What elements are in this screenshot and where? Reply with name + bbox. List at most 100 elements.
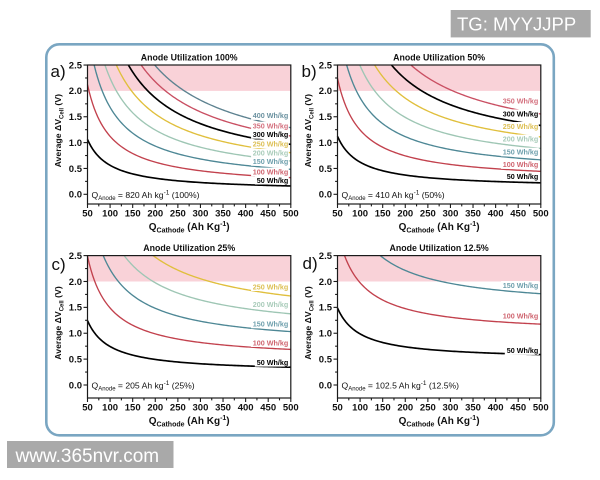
- svg-text:350: 350: [215, 208, 231, 219]
- svg-text:400: 400: [488, 402, 504, 413]
- svg-text:0.5: 0.5: [319, 354, 333, 365]
- svg-text:50: 50: [332, 208, 343, 219]
- svg-text:200 Wh/kg: 200 Wh/kg: [253, 149, 289, 158]
- svg-text:1.5: 1.5: [69, 303, 83, 314]
- svg-text:1.5: 1.5: [319, 112, 333, 123]
- svg-text:200 Wh/kg: 200 Wh/kg: [503, 135, 539, 144]
- svg-text:100 Wh/kg: 100 Wh/kg: [503, 160, 539, 169]
- svg-text:200: 200: [397, 208, 413, 219]
- svg-text:200: 200: [147, 402, 163, 413]
- svg-text:400: 400: [238, 402, 254, 413]
- svg-text:150 Wh/kg: 150 Wh/kg: [253, 157, 289, 166]
- svg-text:QAnode = 205 Ah kg-1 (25%): QAnode = 205 Ah kg-1 (25%): [92, 380, 195, 393]
- svg-text:200 Wh/kg: 200 Wh/kg: [253, 300, 289, 309]
- svg-text:350 Wh/kg: 350 Wh/kg: [503, 96, 539, 105]
- svg-text:100 Wh/kg: 100 Wh/kg: [253, 168, 289, 177]
- svg-text:100 Wh/kg: 100 Wh/kg: [503, 312, 539, 321]
- svg-text:450: 450: [260, 208, 276, 219]
- svg-text:0.5: 0.5: [319, 164, 333, 175]
- svg-text:350: 350: [465, 402, 481, 413]
- svg-text:1.5: 1.5: [69, 112, 83, 123]
- svg-text:1.0: 1.0: [319, 138, 332, 149]
- svg-text:50 Wh/kg: 50 Wh/kg: [257, 358, 289, 367]
- svg-text:50: 50: [332, 402, 343, 413]
- svg-text:2.0: 2.0: [69, 86, 82, 97]
- svg-text:100: 100: [352, 402, 368, 413]
- svg-text:2.5: 2.5: [69, 60, 83, 71]
- svg-text:300 Wh/kg: 300 Wh/kg: [253, 130, 289, 139]
- svg-text:150: 150: [125, 208, 141, 219]
- svg-text:250: 250: [420, 208, 436, 219]
- svg-text:250 Wh/kg: 250 Wh/kg: [253, 139, 289, 148]
- svg-text:1.0: 1.0: [69, 138, 82, 149]
- svg-text:Anode Utilization 100%: Anode Utilization 100%: [141, 53, 238, 63]
- svg-text:450: 450: [510, 208, 526, 219]
- svg-text:2.5: 2.5: [69, 251, 83, 262]
- svg-text:500: 500: [283, 208, 299, 219]
- svg-text:50 Wh/kg: 50 Wh/kg: [257, 176, 289, 185]
- svg-text:100: 100: [102, 208, 118, 219]
- svg-text:2.5: 2.5: [319, 251, 333, 262]
- svg-text:QAnode = 410 Ah kg-1 (50%): QAnode = 410 Ah kg-1 (50%): [342, 189, 445, 202]
- svg-text:TG: MYYJJPP: TG: MYYJJPP: [457, 14, 576, 35]
- svg-text:50: 50: [82, 402, 93, 413]
- svg-text:50 Wh/kg: 50 Wh/kg: [507, 172, 539, 181]
- svg-text:150: 150: [375, 402, 391, 413]
- svg-text:QAnode = 820 Ah kg-1 (100%): QAnode = 820 Ah kg-1 (100%): [92, 189, 200, 202]
- svg-text:250: 250: [420, 402, 436, 413]
- svg-text:0.5: 0.5: [69, 354, 83, 365]
- svg-text:300: 300: [443, 208, 459, 219]
- svg-text:150: 150: [375, 208, 391, 219]
- svg-text:Anode Utilization 50%: Anode Utilization 50%: [393, 53, 485, 63]
- svg-text:300: 300: [193, 208, 209, 219]
- svg-text:450: 450: [510, 402, 526, 413]
- svg-text:0.0: 0.0: [319, 380, 332, 391]
- svg-text:150: 150: [125, 402, 141, 413]
- svg-text:500: 500: [533, 208, 549, 219]
- svg-text:d): d): [303, 254, 318, 273]
- svg-text:250 Wh/kg: 250 Wh/kg: [253, 282, 289, 291]
- svg-text:100 Wh/kg: 100 Wh/kg: [253, 338, 289, 347]
- svg-text:c): c): [52, 255, 66, 274]
- svg-text:0.0: 0.0: [319, 190, 332, 201]
- svg-text:2.5: 2.5: [319, 60, 333, 71]
- svg-text:100: 100: [352, 208, 368, 219]
- svg-text:b): b): [302, 62, 317, 81]
- svg-text:50: 50: [82, 208, 93, 219]
- svg-text:350: 350: [215, 402, 231, 413]
- svg-text:50 Wh/kg: 50 Wh/kg: [507, 346, 539, 355]
- svg-text:300 Wh/kg: 300 Wh/kg: [503, 109, 539, 118]
- svg-text:150 Wh/kg: 150 Wh/kg: [503, 281, 539, 290]
- svg-text:Anode Utilization 12.5%: Anode Utilization 12.5%: [389, 243, 488, 253]
- svg-text:300: 300: [193, 402, 209, 413]
- svg-text:250: 250: [170, 402, 186, 413]
- svg-text:2.0: 2.0: [69, 277, 82, 288]
- svg-text:100: 100: [102, 402, 118, 413]
- svg-text:350 Wh/kg: 350 Wh/kg: [253, 122, 289, 131]
- svg-text:1.0: 1.0: [319, 329, 332, 340]
- svg-text:www.365nvr.com: www.365nvr.com: [15, 446, 160, 467]
- svg-text:a): a): [51, 62, 66, 81]
- svg-text:200: 200: [147, 208, 163, 219]
- svg-text:200: 200: [397, 402, 413, 413]
- svg-text:0.5: 0.5: [69, 164, 83, 175]
- svg-text:Anode Utilization 25%: Anode Utilization 25%: [143, 243, 235, 253]
- svg-text:2.0: 2.0: [319, 277, 332, 288]
- svg-text:0.0: 0.0: [69, 190, 82, 201]
- svg-text:250: 250: [170, 208, 186, 219]
- svg-text:1.5: 1.5: [319, 303, 333, 314]
- svg-text:300: 300: [443, 402, 459, 413]
- svg-text:450: 450: [260, 402, 276, 413]
- svg-text:150 Wh/kg: 150 Wh/kg: [503, 148, 539, 157]
- svg-text:500: 500: [533, 402, 549, 413]
- svg-text:400: 400: [488, 208, 504, 219]
- svg-text:350: 350: [465, 208, 481, 219]
- svg-text:150 Wh/kg: 150 Wh/kg: [253, 320, 289, 329]
- svg-text:0.0: 0.0: [69, 380, 82, 391]
- svg-text:1.0: 1.0: [69, 329, 82, 340]
- svg-text:400: 400: [238, 208, 254, 219]
- svg-text:2.0: 2.0: [319, 86, 332, 97]
- svg-text:400 Wh/kg: 400 Wh/kg: [253, 111, 289, 120]
- svg-text:250 Wh/kg: 250 Wh/kg: [503, 122, 539, 131]
- svg-text:500: 500: [283, 402, 299, 413]
